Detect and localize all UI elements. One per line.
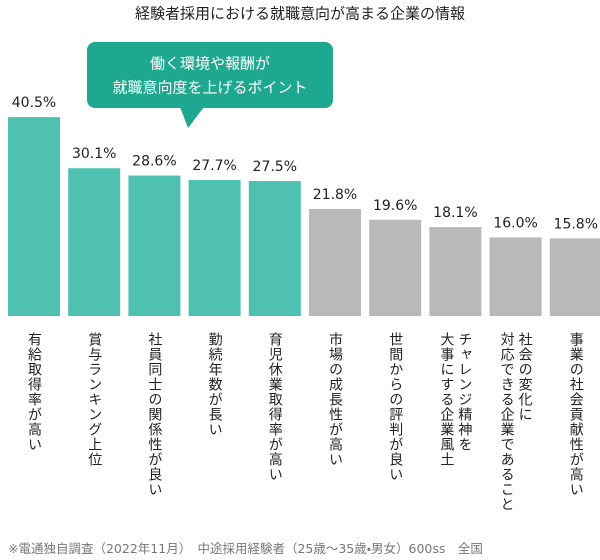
value-label: 27.5%: [253, 159, 297, 175]
value-label: 28.6%: [132, 154, 176, 170]
value-label: 21.8%: [313, 187, 357, 203]
value-label: 15.8%: [554, 216, 598, 232]
category-label: 社員同士の関係性が良い: [146, 332, 163, 497]
bar: [309, 208, 361, 316]
value-label: 27.7%: [192, 158, 236, 174]
value-label: 30.1%: [72, 146, 116, 162]
value-label: 16.0%: [493, 215, 537, 231]
category-label: 有給取得率が高い: [26, 332, 42, 452]
callout: 働く環境や報酬が 就職意向度を上げるポイント: [87, 42, 333, 128]
chart-title: 経験者採用における就職意向が高まる企業の情報: [135, 5, 465, 23]
category-label: 市場の成長性が高い: [327, 332, 343, 467]
bar: [188, 179, 241, 316]
bar: [68, 168, 121, 316]
category-label: 賞与ランキング上位: [86, 332, 103, 467]
footnote: ※電通独自調査（2022年11月） 中途採用経験者（25歳～35歳・男女）600…: [8, 541, 483, 556]
category-label: チャレンジ精神を 大事にする企業風土: [438, 332, 473, 467]
category-label: 育児休業取得率が高い: [266, 332, 283, 482]
category-label: 社会の変化に 対応できる企業であること: [498, 332, 533, 512]
value-label: 18.1%: [433, 205, 477, 221]
bar: [429, 227, 482, 316]
bar: [549, 238, 600, 316]
category-label: 世間からの評判が良い: [387, 332, 404, 482]
bar: [369, 219, 422, 316]
bar: [248, 180, 301, 316]
bar: [489, 237, 542, 316]
category-label: 勤続年数が長い: [206, 332, 223, 437]
callout-text: 働く環境や報酬が: [150, 55, 270, 73]
bar: [128, 175, 181, 316]
bar: [8, 117, 60, 317]
value-label: 40.5%: [12, 95, 56, 111]
callout-box: [87, 42, 333, 108]
value-label: 19.6%: [373, 198, 417, 214]
callout-text: 就職意向度を上げるポイント: [112, 79, 307, 97]
callout-pointer: [180, 107, 204, 128]
category-label: 事業の社会貢献性が高い: [567, 332, 584, 497]
